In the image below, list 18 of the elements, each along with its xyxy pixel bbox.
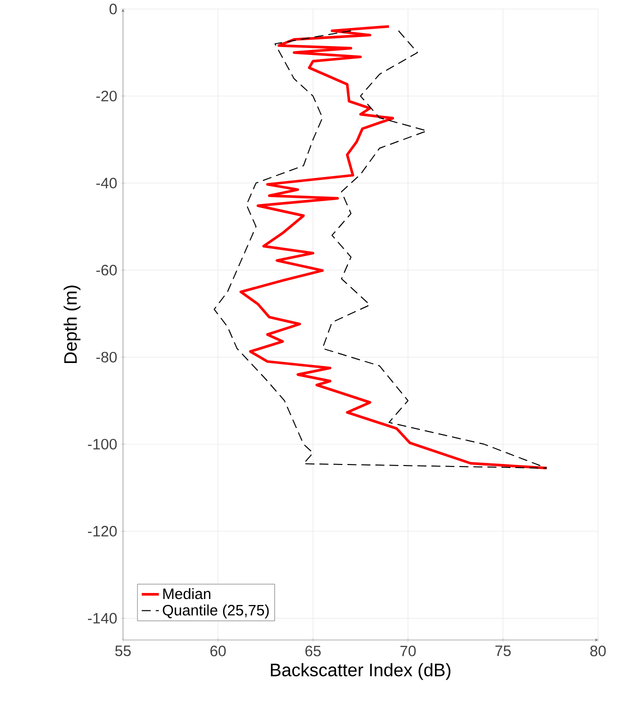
x-tick-label: 70 [400,646,416,656]
x-tick-label: 75 [495,646,511,656]
y-axis-title: Depth (m) [64,286,80,364]
x-tick-label: 65 [305,646,321,656]
y-tick-label: -60 [96,264,117,276]
y-tick-label: -140 [88,612,117,624]
x-tick-label: 60 [210,646,226,656]
legend-label: Median [163,588,210,600]
x-tick-label: 55 [115,646,131,656]
y-tick-label: -100 [88,438,117,450]
x-tick-label: 80 [590,646,606,656]
y-tick-label: -120 [88,526,117,537]
x-axis-title: Backscatter Index (dB) [270,663,450,680]
y-tick-label: -40 [96,178,117,188]
y-tick-label: -20 [96,90,117,102]
y-tick-label: -80 [96,352,117,362]
y-tick-label: 0 [110,4,117,14]
legend-label: Quantile (25,75) [162,604,269,618]
